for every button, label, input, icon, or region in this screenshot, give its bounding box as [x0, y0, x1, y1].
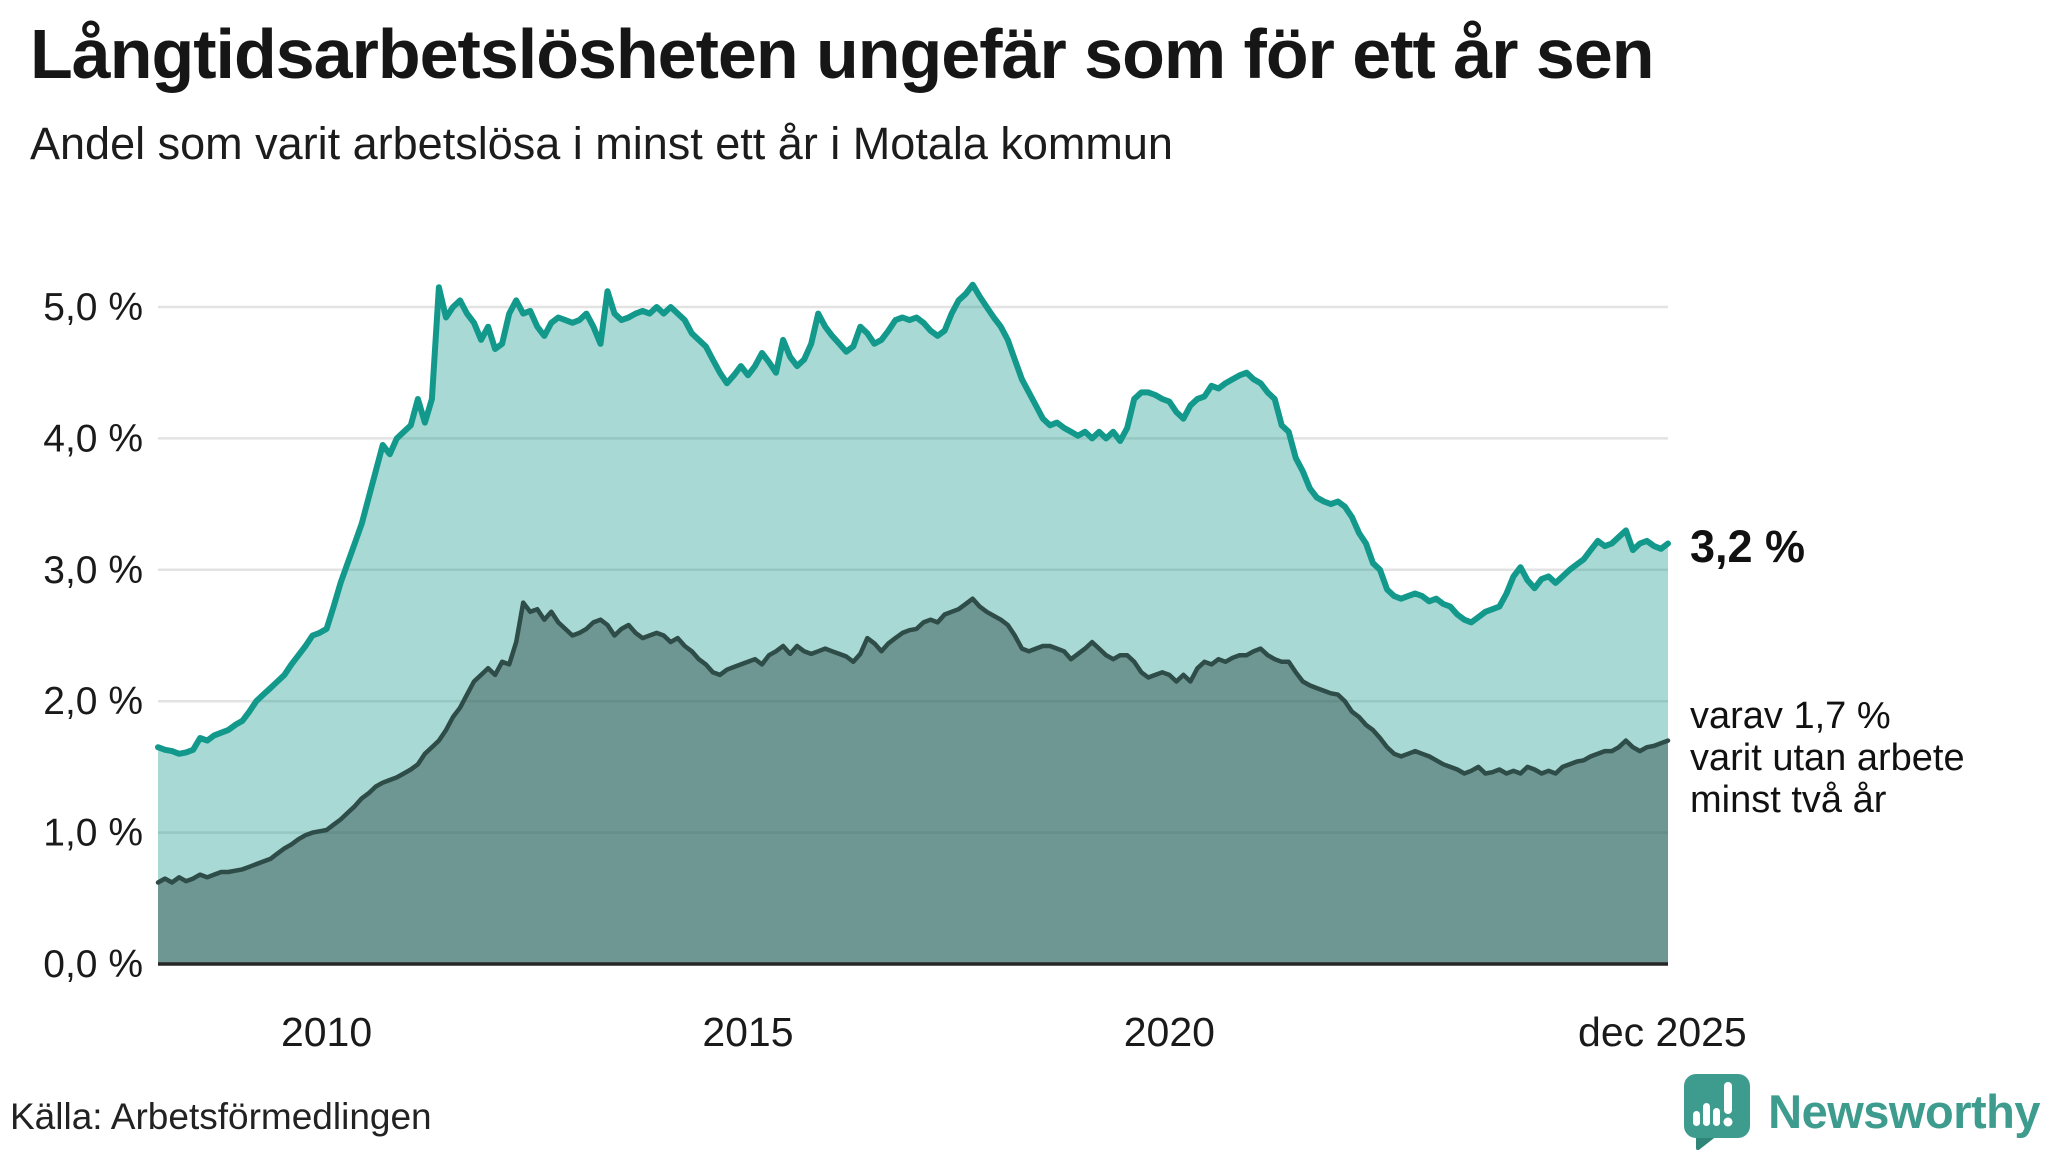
line-series-2 — [155, 596, 1671, 885]
line-series-1 — [155, 281, 1671, 757]
page-title: Långtidsarbetslösheten ungefär som för e… — [30, 15, 1655, 93]
newsworthy-icon — [1680, 1072, 1754, 1151]
brand-footer: Newsworthy — [1680, 1072, 2040, 1151]
source-note: Källa: Arbetsförmedlingen — [10, 1096, 432, 1137]
y-tick-label: 1,0 % — [43, 812, 143, 855]
gridlines — [158, 305, 1668, 834]
x-tick-label: 2020 — [1124, 1009, 1215, 1055]
y-tick-label: 4,0 % — [43, 417, 143, 460]
page-subtitle: Andel som varit arbetslösa i minst ett å… — [30, 118, 1173, 169]
y-tick-label: 3,0 % — [43, 549, 143, 592]
sub-value-annotation: varav 1,7 % varit utan arbete minst två år — [1690, 695, 1965, 821]
y-tick-label: 0,0 % — [43, 943, 143, 986]
sub-annotation-line: varav 1,7 % — [1690, 694, 1891, 737]
x-tick-label: 2010 — [281, 1009, 372, 1055]
area-series-1 — [158, 284, 1668, 964]
latest-value-annotation: 3,2 % — [1690, 520, 1806, 572]
y-tick-label: 2,0 % — [43, 680, 143, 723]
sub-annotation-line: varit utan arbete — [1690, 736, 1965, 779]
sub-annotation-line: minst två år — [1690, 778, 1887, 821]
y-tick-label: 5,0 % — [43, 286, 143, 329]
area-series-2 — [158, 598, 1668, 964]
x-tick-label: dec 2025 — [1578, 1009, 1747, 1055]
y-tick-labels: 0,0 % 1,0 % 2,0 % 3,0 % 4,0 % 5,0 % — [43, 286, 143, 986]
x-tick-label: 2015 — [702, 1009, 793, 1055]
brand-name: Newsworthy — [1768, 1084, 2040, 1138]
x-tick-labels: 2010 2015 2020 dec 2025 — [281, 1009, 1747, 1055]
